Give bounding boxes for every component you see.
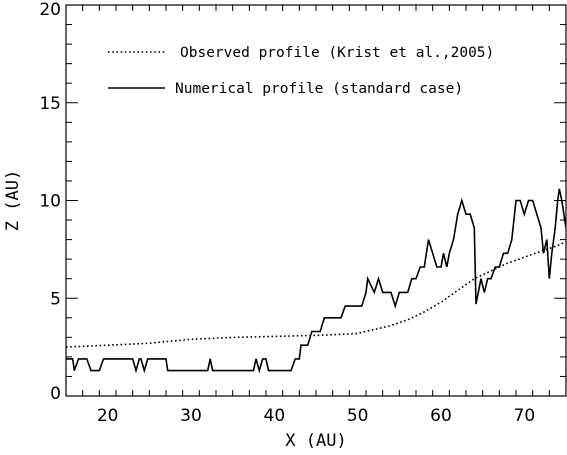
x-tick-label: 20 — [97, 406, 119, 426]
y-axis-label: Z (AU) — [3, 170, 23, 231]
legend-label: Numerical profile (standard case) — [175, 81, 463, 97]
y-tick-label: 0 — [50, 384, 61, 404]
x-axis-label: X (AU) — [285, 431, 346, 451]
x-tick-label: 70 — [514, 406, 536, 426]
y-tick-label: 10 — [39, 192, 61, 212]
axis-ticks — [65, 4, 567, 397]
series-line-numerical — [66, 188, 566, 374]
x-tick-label: 50 — [347, 406, 369, 426]
x-tick-label: 30 — [180, 406, 202, 426]
plot-area — [66, 188, 566, 374]
y-tick-label: 15 — [39, 94, 61, 114]
plot-frame — [65, 4, 567, 397]
legend: Observed profile (Krist et al.,2005) Nume… — [108, 45, 494, 97]
tick-labels: 20 30 40 50 60 70 0 5 10 15 20 — [39, 0, 535, 426]
x-tick-label: 40 — [264, 406, 286, 426]
y-tick-label: 5 — [50, 289, 61, 309]
legend-label: Observed profile (Krist et al.,2005) — [180, 45, 494, 61]
y-tick-label: 20 — [39, 0, 61, 20]
x-tick-label: 60 — [430, 406, 452, 426]
